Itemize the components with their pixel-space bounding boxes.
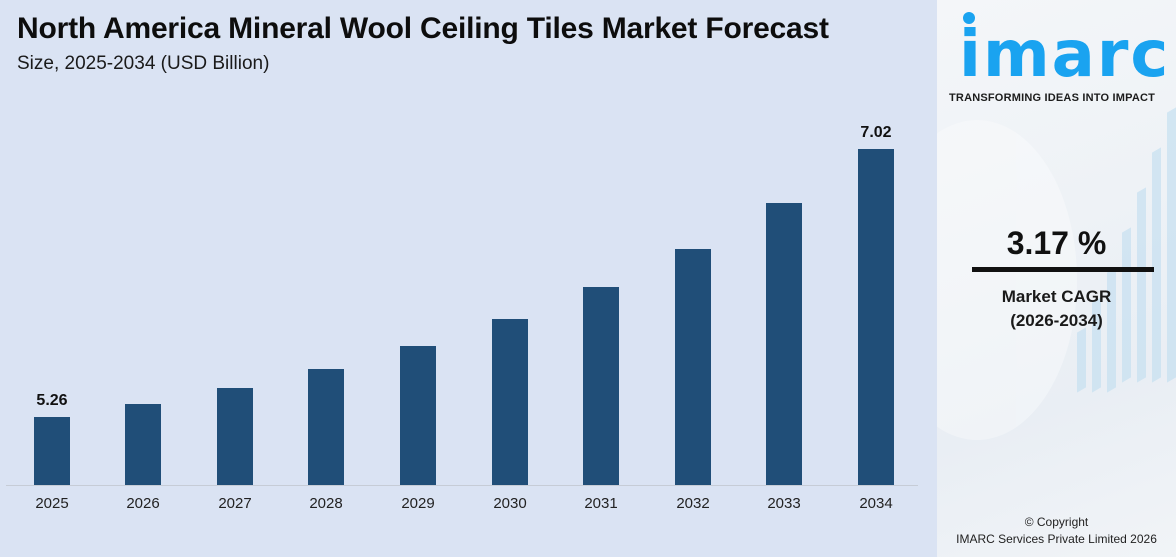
- x-axis-label: 2033: [767, 495, 801, 512]
- cagr-label-line1: Market CAGR: [1001, 287, 1112, 306]
- x-axis-label: 2029: [401, 495, 435, 512]
- copyright-line1: © Copyright: [1024, 515, 1089, 529]
- x-axis-baseline: [6, 485, 918, 486]
- chart-title: North America Mineral Wool Ceiling Tiles…: [17, 12, 829, 45]
- logo-tagline: TRANSFORMING IDEAS INTO IMPACT: [949, 92, 1156, 104]
- imarc-logo: imarc: [949, 8, 1174, 88]
- bar-2031: [583, 287, 619, 485]
- bar-2028: [308, 369, 344, 485]
- bar-2027: [217, 388, 253, 485]
- copyright-notice: © Copyright IMARC Services Private Limit…: [937, 514, 1176, 548]
- data-label-2025: 5.26: [36, 392, 68, 409]
- x-axis-label: 2027: [218, 495, 252, 512]
- bar-2026: [125, 404, 161, 485]
- x-axis-label: 2032: [676, 495, 710, 512]
- cagr-divider: [972, 267, 1154, 272]
- cagr-label: Market CAGR (2026-2034): [937, 285, 1176, 333]
- cagr-label-period: (2026-2034): [1010, 311, 1103, 330]
- x-axis-label: 2026: [126, 495, 160, 512]
- bar-2033: [766, 203, 802, 485]
- x-axis-label: 2030: [493, 495, 527, 512]
- x-axis-label: 2025: [35, 495, 69, 512]
- background-chart-decoration: [937, 0, 1176, 557]
- logo-wordmark: imarc: [959, 18, 1171, 92]
- bar-2034: [858, 149, 894, 485]
- chart-panel: North America Mineral Wool Ceiling Tiles…: [6, 12, 918, 512]
- bar-2032: [675, 249, 711, 485]
- copyright-line2: IMARC Services Private Limited 2026: [956, 532, 1157, 546]
- cagr-value: 3.17 %: [1006, 225, 1107, 261]
- sidebar-panel: imarc TRANSFORMING IDEAS INTO IMPACT 3.1…: [937, 0, 1176, 557]
- x-axis-label: 2034: [859, 495, 893, 512]
- x-axis-label: 2031: [584, 495, 618, 512]
- data-label-2034: 7.02: [860, 124, 892, 141]
- x-axis-label: 2028: [309, 495, 343, 512]
- bar-2025: [34, 417, 70, 485]
- bar-chart-plot: 2025 5.26 2026 2027 2028 2029 2030 2031 2032 2033…: [6, 124, 918, 512]
- chart-subtitle: Size, 2025-2034 (USD Billion): [17, 53, 270, 74]
- bar-2029: [400, 346, 436, 485]
- bar-2030: [492, 319, 528, 485]
- logo-dot-icon: [963, 12, 975, 24]
